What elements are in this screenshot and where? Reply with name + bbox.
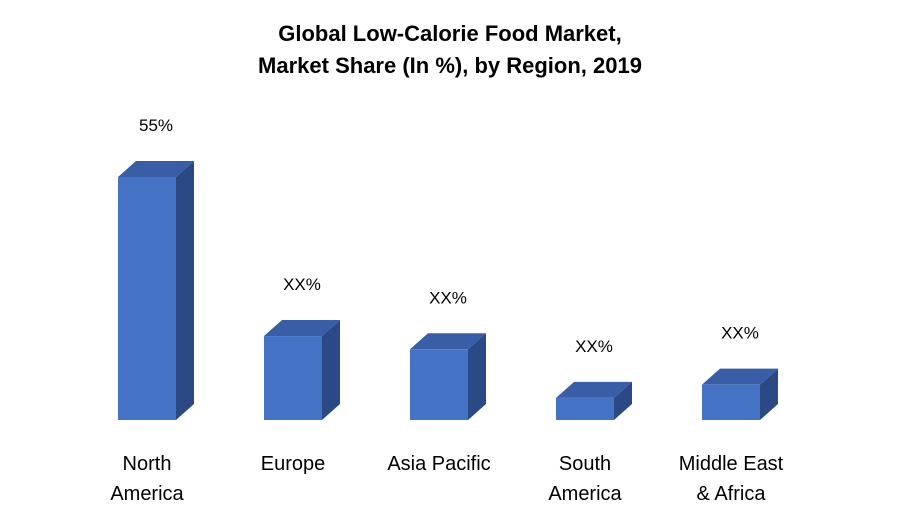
category-label: America bbox=[110, 483, 184, 505]
bar-side-face bbox=[468, 333, 486, 420]
bar bbox=[410, 349, 468, 420]
bar-side-face bbox=[614, 381, 632, 420]
bar-side-face bbox=[176, 161, 194, 420]
chart-title-line-1: Global Low-Calorie Food Market, bbox=[278, 21, 622, 46]
data-label: 55% bbox=[139, 116, 173, 135]
bar-side-face bbox=[760, 368, 778, 420]
category-label: America bbox=[548, 483, 622, 505]
chart-title: Global Low-Calorie Food Market, Market S… bbox=[0, 18, 900, 82]
category-label: & Africa bbox=[697, 483, 767, 505]
bar-top-face bbox=[702, 368, 778, 385]
category-label: North bbox=[123, 453, 172, 475]
chart-title-line-2: Market Share (In %), by Region, 2019 bbox=[258, 53, 642, 78]
data-label: XX% bbox=[283, 275, 321, 294]
bar-side-face bbox=[322, 320, 340, 420]
data-label: XX% bbox=[429, 288, 467, 307]
bar-top-face bbox=[264, 320, 340, 337]
bar bbox=[702, 384, 760, 420]
bar-top-face bbox=[556, 381, 632, 398]
bar bbox=[556, 397, 614, 420]
data-label: XX% bbox=[575, 337, 613, 356]
data-label: XX% bbox=[721, 324, 759, 343]
category-label: Europe bbox=[261, 453, 326, 475]
bar-top-face bbox=[410, 333, 486, 350]
bar bbox=[118, 177, 176, 420]
category-label: Middle East bbox=[679, 453, 784, 475]
bar bbox=[264, 336, 322, 420]
category-label: Asia Pacific bbox=[387, 453, 490, 475]
bar-top-face bbox=[118, 161, 194, 177]
category-label: South bbox=[559, 453, 611, 475]
